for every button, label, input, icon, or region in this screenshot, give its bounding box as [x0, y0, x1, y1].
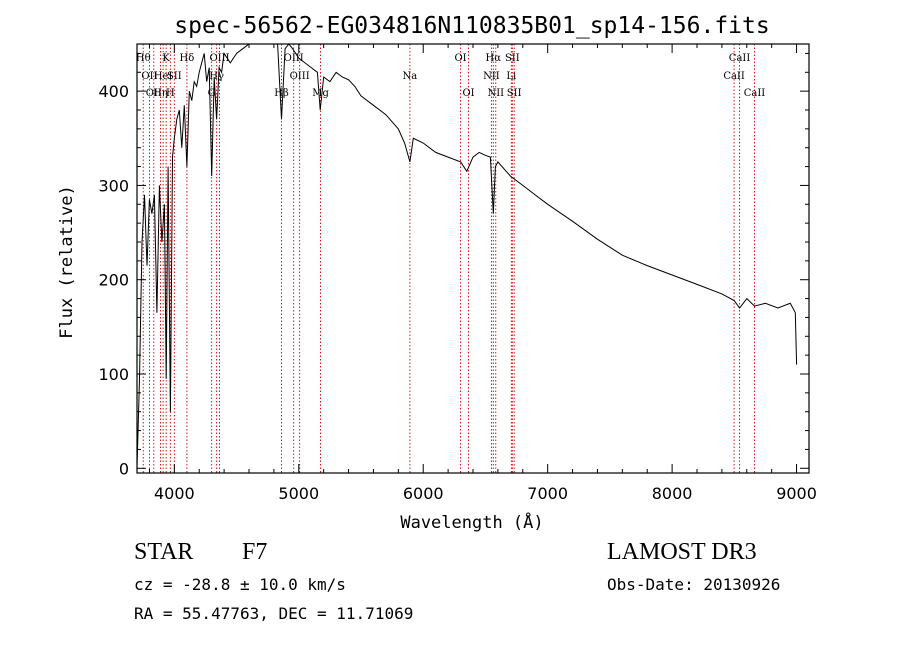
y-axis-label: Flux (relative) — [57, 185, 77, 339]
y-tick-label: 100 — [98, 365, 129, 384]
y-tick-label: 300 — [98, 176, 129, 195]
spectral-line-label: Hδ — [180, 53, 195, 64]
spectral-line-label: Na — [403, 71, 418, 82]
y-tick-label: 400 — [98, 82, 129, 101]
spectral-line-label: OIII — [284, 53, 304, 64]
spectral-line-label: Hγ — [209, 71, 224, 82]
survey-name: LAMOST DR3 — [607, 539, 757, 565]
spectral-line-label: Hα — [486, 53, 502, 64]
spectral-line-label: Mg — [312, 88, 329, 99]
chart-title: spec-56562-EG034816N110835B01_sp14-156.f… — [174, 13, 769, 39]
y-tick-label: 0 — [119, 459, 129, 478]
spectral-line-label: CaII — [744, 88, 766, 99]
spectral-subclass: F7 — [242, 539, 268, 565]
spectral-line-label: SII — [505, 53, 520, 64]
x-tick-label: 4000 — [154, 484, 195, 503]
spectral-line-label: K — [162, 53, 170, 64]
coordinates: RA = 55.47763, DEC = 11.71069 — [134, 604, 414, 623]
x-tick-label: 5000 — [278, 484, 319, 503]
spectral-line-label: SII — [507, 88, 522, 99]
spectral-line-label: Hθ — [136, 53, 151, 64]
spectral-line-label: OI — [462, 88, 474, 99]
spectral-line-label: OIII — [290, 71, 310, 82]
spectral-line-label: HeI — [154, 71, 173, 82]
spectral-line-label: NII — [487, 88, 504, 99]
spectral-line-label: H — [166, 88, 175, 99]
spectral-line-label: Li — [506, 71, 516, 82]
object-class: STAR — [134, 539, 194, 565]
spectral-line-label: G — [208, 88, 216, 99]
x-tick-label: 7000 — [527, 484, 568, 503]
spectral-line-label: OI — [454, 53, 466, 64]
spectrum-line — [136, 43, 798, 469]
x-tick-label: 6000 — [403, 484, 444, 503]
spectral-line-label: NII — [483, 71, 500, 82]
observation-date: Obs-Date: 20130926 — [607, 575, 781, 594]
spectral-line-label: Hβ — [274, 88, 289, 99]
redshift-velocity: cz = -28.8 ± 10.0 km/s — [134, 575, 346, 594]
x-tick-label: 8000 — [652, 484, 693, 503]
x-axis-label: Wavelength (Å) — [400, 511, 543, 533]
x-tick-label: 9000 — [776, 484, 817, 503]
spectral-line-label: CaII — [729, 53, 751, 64]
spectral-line-label: OII — [141, 71, 157, 82]
spectral-line-label: OII — [146, 88, 162, 99]
spectral-line-label: OIII — [209, 53, 229, 64]
spectral-line-label: CaII — [723, 71, 745, 82]
spectral-line-label: SII — [167, 71, 182, 82]
y-tick-label: 200 — [98, 271, 129, 290]
spectral-line-label: Hη — [153, 88, 168, 99]
plot-frame — [136, 43, 810, 474]
